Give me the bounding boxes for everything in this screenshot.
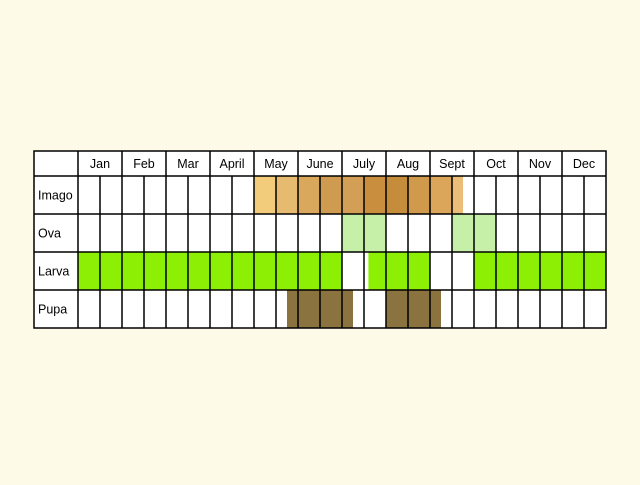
activity-pupa-1 — [386, 290, 441, 328]
month-label-aug: Aug — [397, 157, 419, 171]
month-label-july: July — [353, 157, 376, 171]
activity-imago-2 — [298, 176, 320, 214]
month-label-mar: Mar — [177, 157, 199, 171]
month-label-june: June — [306, 157, 333, 171]
month-label-jan: Jan — [90, 157, 110, 171]
stage-label-imago: Imago — [38, 189, 73, 203]
activity-imago-5 — [364, 176, 386, 214]
month-label-april: April — [219, 157, 244, 171]
activity-imago-9 — [452, 176, 463, 214]
activity-imago-6 — [386, 176, 408, 214]
activity-imago-7 — [408, 176, 430, 214]
month-label-dec: Dec — [573, 157, 595, 171]
activity-imago-3 — [320, 176, 342, 214]
month-label-sept: Sept — [439, 157, 465, 171]
activity-imago-8 — [430, 176, 452, 214]
stage-label-pupa: Pupa — [38, 303, 67, 317]
stage-label-ova: Ova — [38, 227, 61, 241]
activity-imago-4 — [342, 176, 364, 214]
table-grid — [33, 150, 607, 329]
activity-larva-1 — [368, 252, 430, 290]
table-labels: Jan Feb Mar April May June July Aug Sept Oct Nov De… — [38, 157, 595, 317]
month-label-feb: Feb — [133, 157, 155, 171]
activity-imago-0 — [254, 176, 276, 214]
activity-imago-1 — [276, 176, 298, 214]
month-label-oct: Oct — [486, 157, 506, 171]
month-label-may: May — [264, 157, 288, 171]
month-label-nov: Nov — [529, 157, 552, 171]
stage-label-larva: Larva — [38, 265, 69, 279]
